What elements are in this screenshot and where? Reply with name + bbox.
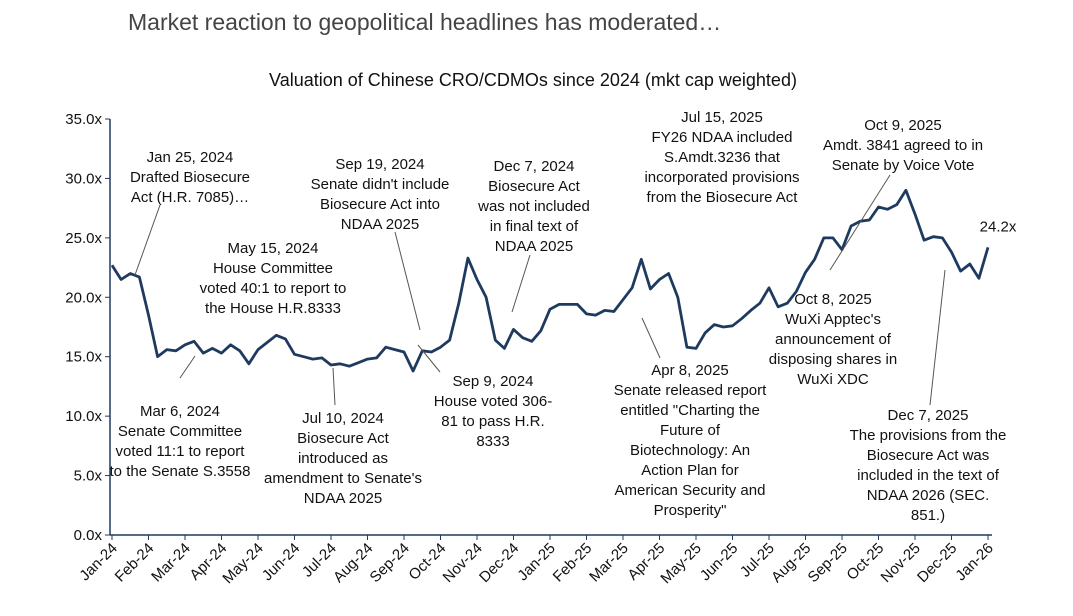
annotation-leader (417, 344, 441, 373)
annotation-text: Biotechnology: An (630, 442, 750, 459)
y-tick-label: 0.0x (74, 527, 103, 544)
annotation-text: Oct 8, 2025 (794, 291, 872, 308)
annotation-text: Dec 7, 2025 (888, 407, 969, 424)
annotation-text: Prosperity" (654, 502, 727, 519)
annotation-text: 8333 (476, 433, 509, 450)
annotation-text: announcement of (775, 331, 892, 348)
annotation-leader (332, 367, 336, 406)
annotation-text: The provisions from the (850, 427, 1007, 444)
annotation-text: Senate Committee (118, 423, 242, 440)
annotation-text: Jan 25, 2024 (147, 149, 234, 166)
x-tick-label: Feb-25 (550, 540, 596, 586)
annotation-text: in final text of (490, 218, 579, 235)
annotation-text: was not included (477, 198, 590, 215)
annotation-text: included in the text of (857, 467, 1000, 484)
x-tick-label: Mar-25 (586, 540, 632, 586)
annotation-text: 851.) (911, 507, 945, 524)
y-tick-label: 20.0x (65, 289, 102, 306)
annotation-text: WuXi Apptec's (785, 311, 881, 328)
annotation-text: introduced as (298, 450, 388, 467)
annotation-text: voted 40:1 to report to (200, 280, 347, 297)
annotation-text: Senate by Voice Vote (832, 157, 975, 174)
chart-title: Valuation of Chinese CRO/CDMOs since 202… (269, 70, 797, 90)
annotation-text: Dec 7, 2024 (494, 158, 575, 175)
annotation-text: incorporated provisions (644, 169, 799, 186)
x-tick-label: Jan-26 (952, 540, 996, 584)
y-tick-label: 30.0x (65, 170, 102, 187)
x-tick-label: Jan-25 (514, 540, 558, 584)
annotation-text: NDAA 2026 (SEC. (867, 487, 990, 504)
annotation-text: Oct 9, 2025 (864, 117, 942, 134)
annotation-text: Senate released report (614, 382, 767, 399)
x-tick-label: Feb-24 (112, 540, 158, 586)
annotation-text: Drafted Biosecure (130, 169, 250, 186)
annotation-text: voted 11:1 to report (116, 443, 246, 460)
headline: Market reaction to geopolitical headline… (128, 9, 721, 35)
annotation-leader (929, 269, 946, 406)
x-tick-label: Jun-24 (259, 540, 303, 584)
x-tick-label: Mar-24 (148, 540, 194, 586)
annotation-leader (394, 231, 421, 331)
x-tick-label: May-25 (657, 540, 704, 587)
x-tick-label: Nov-24 (440, 540, 486, 586)
annotation-text: May 15, 2024 (228, 240, 319, 257)
annotation-text: S.Amdt.3236 that (664, 149, 781, 166)
annotation-text: amendment to Senate's (264, 470, 422, 487)
annotation-text: NDAA 2025 (304, 490, 382, 507)
x-tick-label: Nov-25 (878, 540, 924, 586)
annotation-text: 81 to pass H.R. (441, 413, 544, 430)
series-line (110, 188, 990, 373)
annotation-text: Amdt. 3841 agreed to in (823, 137, 983, 154)
annotation-text: FY26 NDAA included (652, 129, 793, 146)
annotation-text: from the Biosecure Act (647, 189, 799, 206)
annotation-text: Action Plan for (641, 462, 739, 479)
x-tick-label: Dec-24 (476, 540, 522, 586)
annotation-text: Jul 10, 2024 (302, 410, 384, 427)
annotation-text: Apr 8, 2025 (651, 362, 729, 379)
y-tick-label: 15.0x (65, 349, 102, 366)
annotation-text: Jul 15, 2025 (681, 109, 763, 126)
annotation-text: WuXi XDC (797, 371, 869, 388)
annotation-text: House Committee (213, 260, 333, 277)
annotation-leader (134, 204, 161, 276)
annotation-text: Act (H.R. 7085)… (131, 189, 249, 206)
annotation-text: to the Senate S.3558 (110, 463, 251, 480)
y-tick-label: 35.0x (65, 111, 102, 128)
annotation-text: American Security and (615, 482, 766, 499)
annotation-text: entitled "Charting the (620, 402, 760, 419)
x-tick-label: Jun-25 (697, 540, 741, 584)
annotation-text: Biosecure Act was (867, 447, 990, 464)
annotation-text: Sep 9, 2024 (453, 373, 534, 390)
annotation-leader (179, 355, 196, 379)
annotation-text: Biosecure Act into (320, 196, 440, 213)
annotation-text: Biosecure Act (297, 430, 390, 447)
annotation-text: the House H.R.8333 (205, 300, 341, 317)
annotation-text: NDAA 2025 (495, 238, 573, 255)
annotation-leader (511, 254, 531, 313)
x-tick-label: Dec-25 (914, 540, 960, 586)
annotation-text: disposing shares in (769, 351, 897, 368)
annotation-text: Biosecure Act (488, 178, 581, 195)
y-tick-label: 5.0x (74, 468, 103, 485)
annotation-leader (641, 317, 661, 359)
annotation-text: NDAA 2025 (341, 216, 419, 233)
annotation-text: Future of (660, 422, 721, 439)
x-tick-label: Aug-25 (768, 540, 814, 586)
y-tick-label: 10.0x (65, 408, 102, 425)
annotation-text: Sep 19, 2024 (335, 156, 424, 173)
x-tick-label: Jan-24 (76, 540, 120, 584)
x-tick-label: Sep-24 (367, 540, 413, 586)
value-label: 24.2x (980, 218, 1017, 235)
annotation-text: House voted 306- (434, 393, 552, 410)
annotation-text: Senate didn't include (311, 176, 450, 193)
annotation-text: Mar 6, 2024 (140, 403, 220, 420)
x-tick-label: May-24 (219, 540, 266, 587)
annotation-leader (829, 174, 891, 271)
x-tick-label: Aug-24 (330, 540, 376, 586)
y-tick-label: 25.0x (65, 230, 102, 247)
x-tick-label: Sep-25 (805, 540, 851, 586)
